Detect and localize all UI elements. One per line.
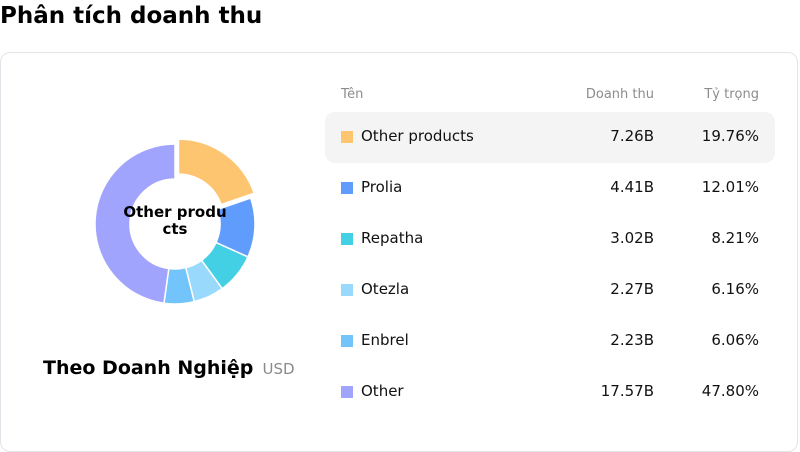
donut-chart[interactable]: Other products (85, 124, 265, 304)
donut-slice[interactable] (177, 138, 256, 206)
row-name: Other products (361, 127, 474, 145)
row-share: 47.80% (701, 382, 759, 400)
header-name: Tên (341, 87, 364, 102)
row-share: 12.01% (701, 178, 759, 196)
row-name: Other (361, 382, 404, 400)
row-revenue: 2.23B (610, 331, 654, 349)
chart-caption: Theo Doanh Nghiệp USD (43, 357, 295, 379)
revenue-table: Tên Doanh thu Tỷ trọng Other products 7.… (325, 82, 775, 418)
table-row[interactable]: Enbrel 2.23B 6.06% (325, 316, 775, 367)
donut-slice[interactable] (94, 143, 176, 304)
donut-center-label: Other products (123, 203, 227, 238)
row-name: Repatha (361, 229, 424, 247)
table-row[interactable]: Other products 7.26B 19.76% (325, 112, 775, 163)
row-revenue: 17.57B (600, 382, 654, 400)
header-revenue: Doanh thu (585, 87, 654, 102)
row-name: Enbrel (361, 331, 409, 349)
header-share: Tỷ trọng (704, 87, 759, 102)
table-row[interactable]: Otezla 2.27B 6.16% (325, 265, 775, 316)
row-name: Otezla (361, 280, 410, 298)
color-swatch-icon (341, 182, 353, 194)
color-swatch-icon (341, 131, 353, 143)
row-share: 6.06% (711, 331, 759, 349)
row-share: 8.21% (711, 229, 759, 247)
row-revenue: 3.02B (610, 229, 654, 247)
color-swatch-icon (341, 233, 353, 245)
table-header: Tên Doanh thu Tỷ trọng (325, 82, 775, 112)
row-name: Prolia (361, 178, 403, 196)
donut-chart-svg[interactable] (85, 124, 265, 304)
row-revenue: 4.41B (610, 178, 654, 196)
page-title: Phân tích doanh thu (0, 3, 263, 29)
table-row[interactable]: Prolia 4.41B 12.01% (325, 163, 775, 214)
table-row[interactable]: Repatha 3.02B 8.21% (325, 214, 775, 265)
chart-caption-unit: USD (262, 360, 295, 378)
row-revenue: 7.26B (610, 127, 654, 145)
color-swatch-icon (341, 335, 353, 347)
row-share: 6.16% (711, 280, 759, 298)
table-row[interactable]: Other 17.57B 47.80% (325, 367, 775, 418)
row-share: 19.76% (701, 127, 759, 145)
row-revenue: 2.27B (610, 280, 654, 298)
color-swatch-icon (341, 284, 353, 296)
chart-caption-title: Theo Doanh Nghiệp (43, 357, 254, 379)
color-swatch-icon (341, 386, 353, 398)
